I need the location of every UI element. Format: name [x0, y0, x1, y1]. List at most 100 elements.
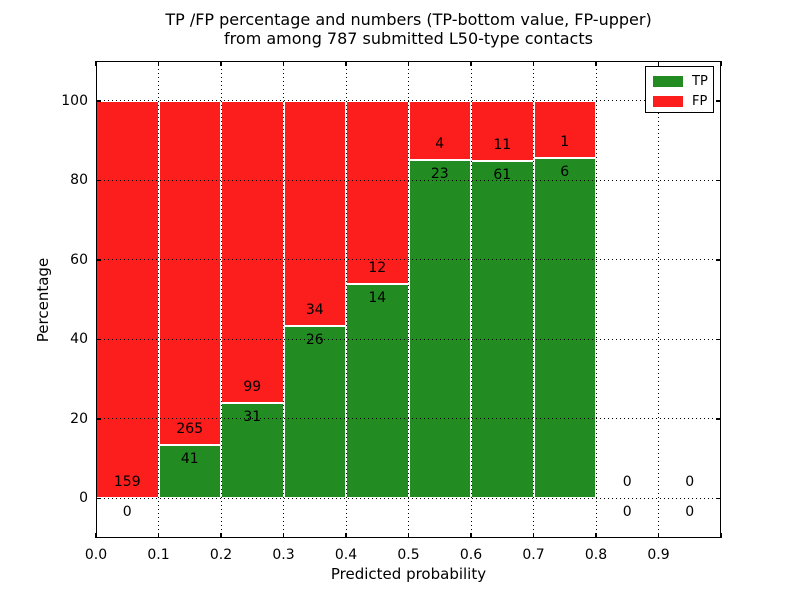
x-tick-bottom-6 — [470, 533, 472, 538]
tp-swatch — [653, 75, 683, 87]
y-tick-label-60: 60 — [70, 251, 88, 268]
x-tick-top-0 — [95, 61, 97, 66]
gridline-x-0.1 — [158, 61, 159, 538]
x-tick-top-7 — [532, 61, 535, 66]
chart-title: TP /FP percentage and numbers (TP-bottom… — [96, 10, 721, 48]
fp-count-bin-5: 4 — [435, 135, 445, 152]
tp-bar-bin-6 — [471, 161, 534, 499]
gridline-x-0.4 — [345, 61, 347, 538]
x-tick-bottom-7 — [532, 533, 535, 538]
x-tick-label-0.5: 0.5 — [397, 547, 420, 563]
x-tick-top-6 — [470, 61, 472, 66]
tp-count-bin-4: 14 — [368, 290, 387, 307]
y-axis-label: Percentage — [34, 257, 52, 343]
fp-count-bin-2: 99 — [243, 379, 262, 396]
tp-count-bin-5: 23 — [430, 165, 449, 182]
tp-count-bin-3: 26 — [305, 332, 324, 348]
x-tick-bottom-10 — [720, 533, 722, 538]
gridline-x-0.5 — [408, 61, 409, 538]
x-axis-label: Predicted probability — [330, 565, 487, 583]
tp-count-bin-9: 0 — [685, 504, 695, 521]
x-tick-label-0.1: 0.1 — [147, 547, 170, 563]
x-tick-bottom-9 — [657, 533, 660, 538]
x-tick-top-8 — [595, 61, 597, 66]
tp-bar-bin-3 — [283, 326, 346, 499]
y-tick-label-80: 80 — [70, 172, 88, 189]
fp-swatch — [653, 95, 683, 107]
x-tick-label-0.3: 0.3 — [272, 547, 295, 563]
tp-count-bin-1: 41 — [180, 450, 199, 467]
y-tick-right-20 — [716, 418, 721, 420]
x-tick-label-0.7: 0.7 — [522, 547, 545, 563]
x-tick-top-1 — [157, 61, 160, 66]
y-tick-right-0 — [716, 497, 721, 499]
gridline-x-0.7 — [533, 61, 534, 538]
fp-bar-bin-2 — [221, 100, 284, 404]
x-tick-bottom-4 — [345, 533, 347, 538]
y-tick-label-20: 20 — [70, 410, 88, 427]
tp-count-bin-2: 31 — [243, 409, 262, 426]
x-tick-bottom-8 — [595, 533, 597, 538]
x-tick-label-0.0: 0.0 — [84, 547, 108, 563]
y-tick-left-60 — [96, 259, 101, 261]
x-tick-label-0.9: 0.9 — [647, 547, 670, 563]
fp-count-bin-9: 0 — [685, 474, 695, 491]
y-tick-label-100: 100 — [61, 92, 88, 109]
gridline-x-0.2 — [220, 61, 222, 538]
tp-bar-bin-7 — [533, 157, 596, 499]
x-tick-label-0.2: 0.2 — [209, 547, 233, 563]
gridline-x-0.8 — [595, 61, 597, 538]
legend-label-fp: FP — [692, 93, 708, 109]
y-tick-label-40: 40 — [70, 331, 88, 348]
chart-title-line1: TP /FP percentage and numbers (TP-bottom… — [165, 10, 652, 29]
x-tick-top-9 — [657, 61, 660, 66]
x-tick-bottom-0 — [95, 533, 97, 538]
y-tick-left-80 — [96, 179, 101, 181]
gridline-x-0.9 — [658, 61, 659, 538]
tp-count-bin-0: 0 — [122, 504, 132, 521]
tp-count-bin-6: 61 — [493, 167, 512, 184]
tp-count-bin-7: 6 — [560, 163, 570, 180]
fp-count-bin-1: 265 — [176, 420, 204, 437]
y-tick-left-40 — [96, 338, 101, 340]
x-tick-label-0.8: 0.8 — [584, 547, 608, 563]
fp-count-bin-8: 0 — [622, 474, 632, 491]
fp-count-bin-7: 1 — [560, 133, 570, 150]
legend-item-fp: FP — [653, 93, 713, 109]
legend-label-tp: TP — [692, 73, 708, 89]
chart-title-line2: from among 787 submitted L50-type contac… — [224, 29, 593, 48]
x-tick-label-0.4: 0.4 — [334, 547, 358, 563]
y-tick-left-100 — [96, 100, 101, 102]
x-tick-label-0.6: 0.6 — [459, 547, 483, 563]
y-tick-label-0: 0 — [79, 490, 88, 507]
tp-bar-bin-5 — [408, 159, 471, 499]
x-tick-top-5 — [407, 61, 410, 66]
fp-count-bin-3: 34 — [305, 302, 324, 318]
x-tick-top-2 — [220, 61, 222, 66]
fp-bar-bin-3 — [283, 100, 346, 326]
x-tick-bottom-5 — [407, 533, 410, 538]
gridline-x-0.3 — [283, 61, 284, 538]
y-tick-left-20 — [96, 418, 101, 420]
x-tick-top-4 — [345, 61, 347, 66]
fp-count-bin-0: 159 — [113, 474, 141, 491]
x-tick-bottom-1 — [157, 533, 160, 538]
legend: TP FP — [645, 66, 714, 113]
legend-item-tp: TP — [653, 73, 713, 89]
x-tick-top-10 — [720, 61, 722, 66]
fp-bar-bin-1 — [158, 100, 221, 445]
fp-bar-bin-0 — [96, 100, 159, 499]
gridline-x-0.6 — [470, 61, 472, 538]
x-tick-top-3 — [282, 61, 285, 66]
y-tick-left-0 — [96, 497, 101, 499]
y-tick-right-80 — [716, 179, 721, 181]
fp-count-bin-4: 12 — [368, 260, 387, 277]
y-tick-right-60 — [716, 259, 721, 261]
tp-bar-bin-4 — [346, 284, 409, 499]
plot-area: 159 0 265 41 99 31 34 26 12 14 4 23 11 61 1 6 0 0 0 0 — [95, 61, 722, 538]
fp-bar-bin-4 — [346, 100, 409, 285]
y-tick-right-100 — [716, 100, 721, 102]
y-tick-right-40 — [716, 338, 721, 340]
tp-count-bin-8: 0 — [622, 504, 632, 521]
